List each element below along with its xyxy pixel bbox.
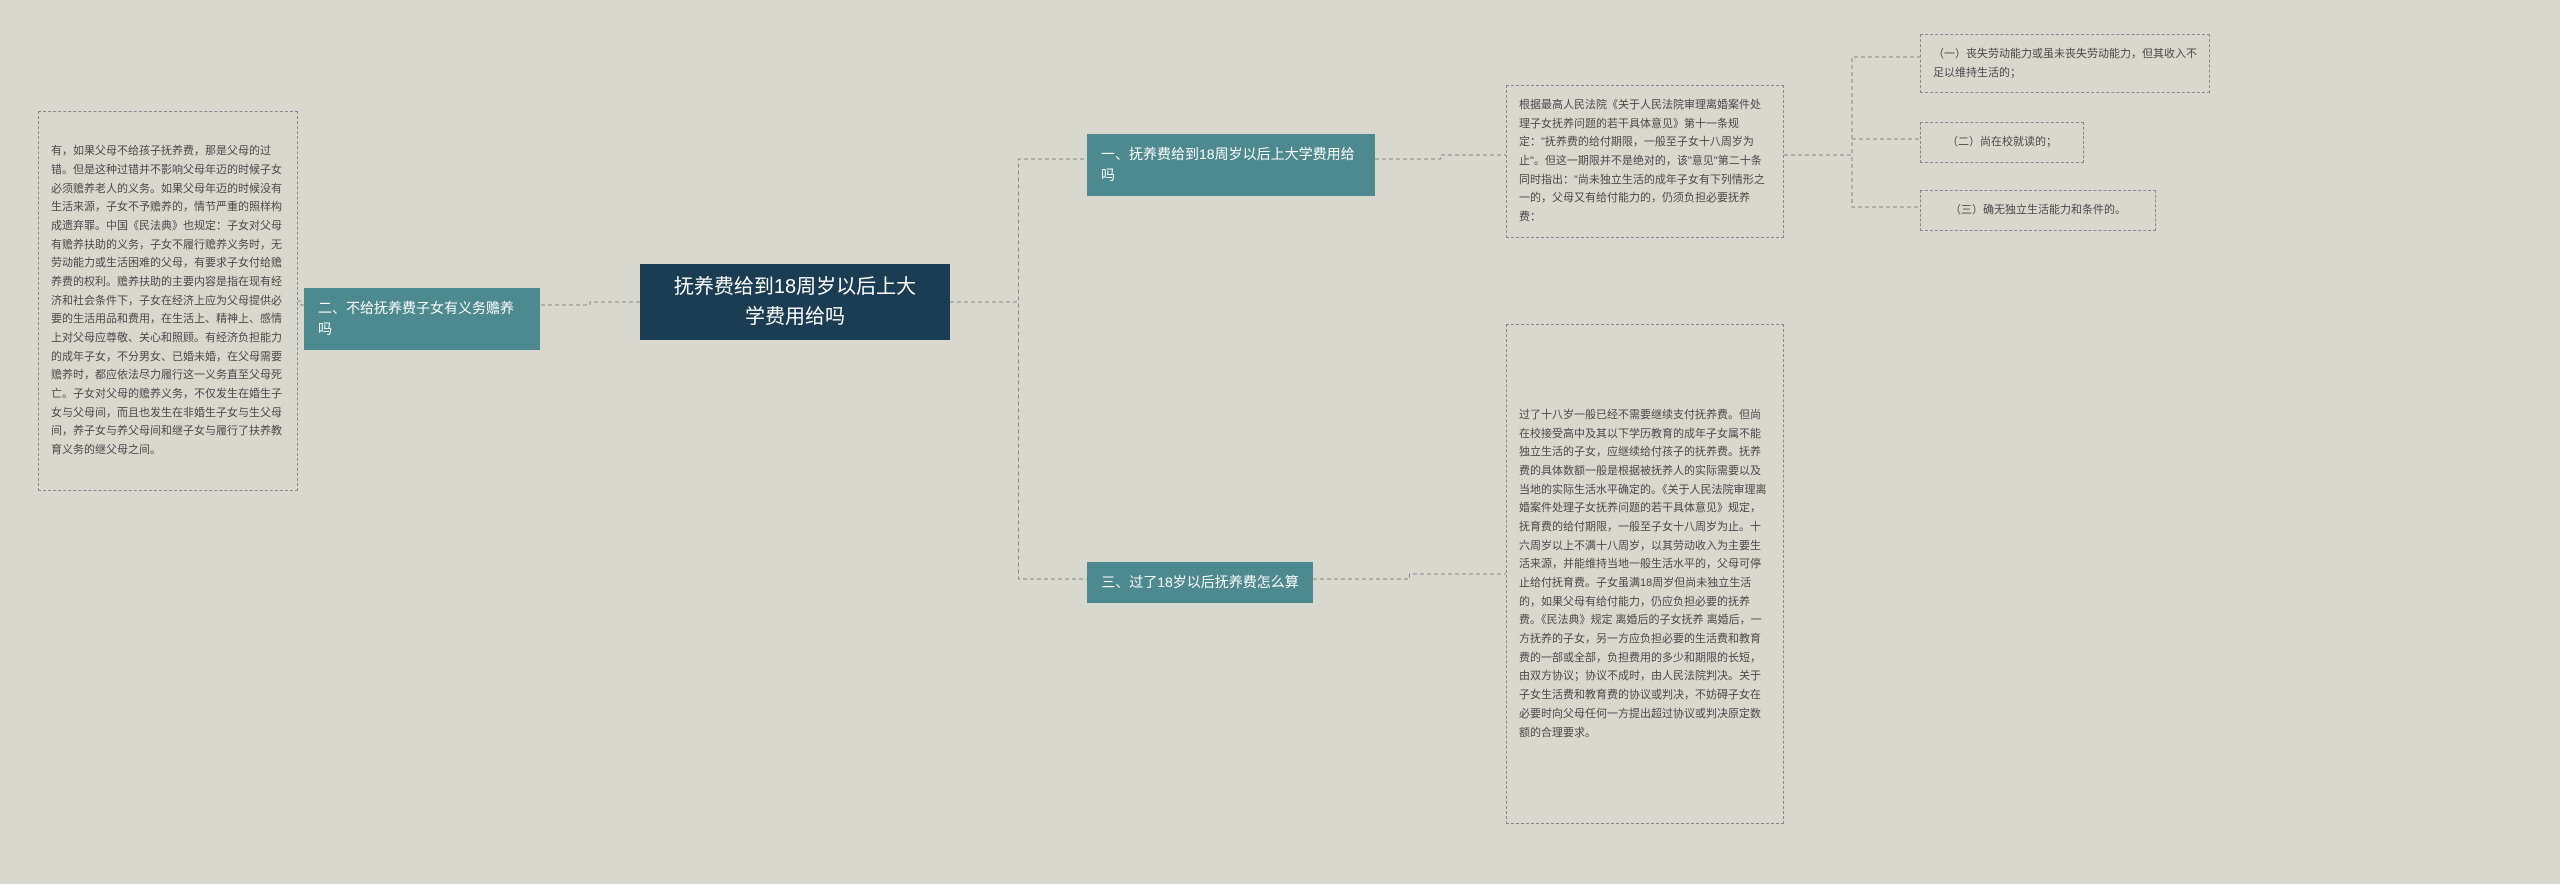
leaf-node: 有，如果父母不给孩子抚养费，那是父母的过错。但是这种过错并不影响父母年迈的时候子… [38, 111, 298, 491]
branch-node: 一、抚养费给到18周岁以后上大学费用给吗 [1087, 134, 1375, 196]
branch-node: 三、过了18岁以后抚养费怎么算 [1087, 562, 1313, 603]
leaf-node: （二）尚在校就读的； [1920, 122, 2084, 163]
root-label: 抚养费给到18周岁以后上大学费用给吗 [664, 272, 926, 332]
leaf-node: （三）确无独立生活能力和条件的。 [1920, 190, 2156, 231]
leaf-node: 过了十八岁一般已经不需要继续支付抚养费。但尚在校接受高中及其以下学历教育的成年子… [1506, 324, 1784, 824]
root-node: 抚养费给到18周岁以后上大学费用给吗 [640, 264, 950, 340]
branch-node: 二、不给抚养费子女有义务赡养吗 [304, 288, 540, 350]
connectors-layer [0, 0, 2560, 884]
leaf-node: 根据最高人民法院《关于人民法院审理离婚案件处理子女抚养问题的若干具体意见》第十一… [1506, 85, 1784, 238]
leaf-node: （一）丧失劳动能力或虽未丧失劳动能力，但其收入不足以维持生活的； [1920, 34, 2210, 93]
